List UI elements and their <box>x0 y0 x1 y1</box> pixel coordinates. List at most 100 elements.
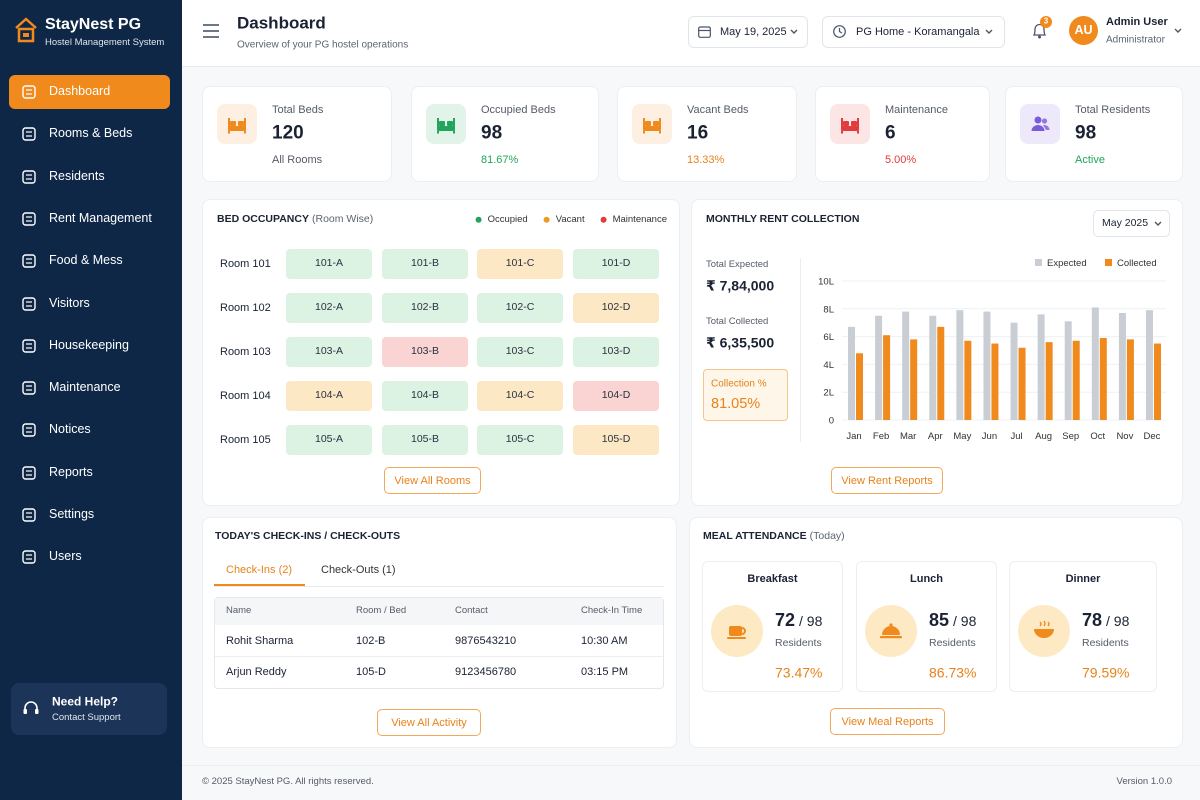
bar <box>910 339 918 420</box>
row-divider <box>215 656 663 657</box>
stat-label: Vacant Beds <box>687 103 749 116</box>
stat-value: 98 <box>1075 122 1097 144</box>
bed-id: 105-D <box>601 433 631 446</box>
rent-chart: 0 2L 4L 6L 8L 10L Jan Feb Mar Apr May Jun Jul Aug Sep O… <box>818 258 1166 442</box>
bar <box>1064 321 1072 420</box>
stat-icon-bg <box>830 104 870 144</box>
button[interactable]: View Meal Reports <box>830 708 945 735</box>
avatar[interactable] <box>1069 16 1098 45</box>
button-label: View All Activity <box>391 716 467 729</box>
bed-id: 103-A <box>314 345 344 358</box>
menu-item[interactable]: Notices <box>49 422 91 437</box>
notification-badge[interactable] <box>1040 16 1052 28</box>
icon-part <box>1038 35 1041 39</box>
icon-part <box>244 131 246 134</box>
y-tick-label: 2L <box>823 388 834 399</box>
bed-cell[interactable]: 103-A <box>286 337 372 367</box>
bed-id: 103-C <box>505 345 535 358</box>
icon-part <box>23 709 27 714</box>
bed-cell[interactable]: 102-B <box>382 293 468 323</box>
icon-part <box>22 296 36 311</box>
bed-cell[interactable]: 104-B <box>382 381 468 411</box>
property-picker[interactable] <box>822 16 1005 48</box>
room-label: Room 105 <box>220 433 271 446</box>
chevron <box>790 29 798 34</box>
expected-value: ₹ 7,84,000 <box>706 277 775 294</box>
menu-icon <box>22 508 36 522</box>
icon-part <box>437 126 455 131</box>
bar <box>937 326 945 420</box>
menu-item[interactable]: Users <box>49 549 82 564</box>
table <box>214 597 664 689</box>
icon-part <box>228 118 230 128</box>
button[interactable]: View Rent Reports <box>831 467 943 494</box>
bed-cell[interactable]: 104-C <box>477 381 563 411</box>
menu-active-bg[interactable] <box>9 75 170 109</box>
button[interactable]: View All Rooms <box>384 467 481 494</box>
bed-cell[interactable]: 102-D <box>573 293 659 323</box>
bar <box>902 311 910 420</box>
menu-item[interactable]: Visitors <box>49 295 90 310</box>
bed-cell[interactable]: 101-B <box>382 249 468 279</box>
bed-cell[interactable]: 104-A <box>286 381 372 411</box>
meal-count: 72/ 98 <box>775 610 822 631</box>
stat-value: 16 <box>687 122 709 144</box>
legend-swatch <box>1035 259 1042 266</box>
bed-cell[interactable]: 103-D <box>573 337 659 367</box>
legend-label: Occupied <box>487 213 528 225</box>
menu-icon <box>22 550 36 564</box>
icon-part <box>238 121 244 126</box>
button[interactable]: View All Activity <box>377 709 481 736</box>
bed-cell[interactable]: 102-C <box>477 293 563 323</box>
tab[interactable]: Check-Ins (2) <box>226 563 293 576</box>
icon-part <box>790 29 798 34</box>
bed-cell[interactable]: 105-B <box>382 425 468 455</box>
menu-item[interactable]: Rent Management <box>49 211 152 226</box>
menu-icon <box>22 127 36 141</box>
tab[interactable]: Check-Outs (1) <box>321 563 396 576</box>
period: May 2025 <box>1102 216 1149 229</box>
chevron <box>985 29 993 34</box>
date: May 19, 2025 <box>720 25 787 38</box>
bed-cell[interactable]: 102-A <box>286 293 372 323</box>
bed-cell[interactable]: 104-D <box>573 381 659 411</box>
menu-item[interactable]: Residents <box>49 168 105 183</box>
menu-item[interactable]: Dashboard <box>49 84 111 99</box>
column-header: Contact <box>455 604 488 616</box>
bed-cell[interactable]: 101-A <box>286 249 372 279</box>
bed-cell[interactable]: 105-A <box>286 425 372 455</box>
stat-card <box>617 86 797 182</box>
bed-cell[interactable]: 101-D <box>573 249 659 279</box>
title: MEAL ATTENDANCE <box>703 530 807 543</box>
icon-part <box>1039 620 1050 627</box>
bed-cell[interactable]: 105-D <box>573 425 659 455</box>
date-picker[interactable] <box>688 16 808 48</box>
meal-percent: 86.73% <box>929 664 977 681</box>
stat-icon-bg <box>217 104 257 144</box>
x-tick-label: Feb <box>873 431 889 442</box>
bed-cell[interactable]: 101-C <box>477 249 563 279</box>
bed-cell[interactable]: 103-B <box>382 337 468 367</box>
chevron <box>1174 28 1182 33</box>
meal-percent: 73.47% <box>775 664 823 681</box>
menu-item[interactable]: Food & Mess <box>49 253 123 268</box>
bed-cell[interactable]: 105-C <box>477 425 563 455</box>
icon-part <box>882 626 900 635</box>
bed-id: 105-B <box>410 433 440 446</box>
sidebar <box>0 0 182 800</box>
meal-unit: Residents <box>775 637 822 650</box>
legend-swatch <box>1105 259 1112 266</box>
stat-icon-bg <box>632 104 672 144</box>
menu-item[interactable]: Reports <box>49 464 93 479</box>
meal-icon <box>880 623 902 639</box>
menu-item[interactable]: Rooms & Beds <box>49 126 133 141</box>
x-tick-label: Sep <box>1062 431 1079 442</box>
menu-item[interactable]: Maintenance <box>49 380 121 395</box>
divider <box>800 258 801 442</box>
menu-item[interactable]: Settings <box>49 507 95 522</box>
bed-id: 103-D <box>601 345 631 358</box>
bed-cell[interactable]: 103-C <box>477 337 563 367</box>
icon-part <box>880 636 902 639</box>
menu-item[interactable]: Housekeeping <box>49 337 129 352</box>
